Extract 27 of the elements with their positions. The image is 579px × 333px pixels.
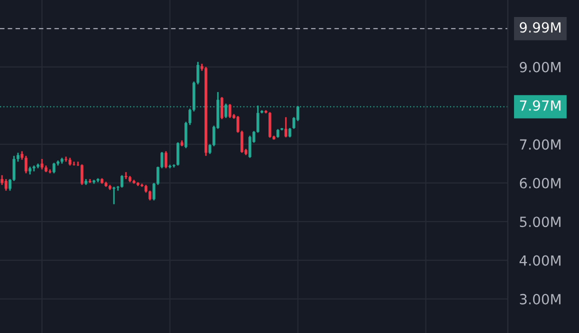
candlestick bbox=[228, 103, 232, 119]
candlestick bbox=[4, 178, 8, 192]
y-tick-label: 6.00M bbox=[520, 178, 560, 188]
candlestick bbox=[268, 111, 272, 138]
y-tick-label: 7.00M bbox=[520, 139, 560, 150]
candlestick bbox=[148, 190, 152, 202]
candlestick bbox=[12, 155, 16, 182]
candlestick bbox=[176, 142, 180, 166]
candlestick bbox=[220, 96, 224, 120]
candlestick bbox=[80, 164, 84, 186]
ref-line-label: 7.97M bbox=[520, 100, 560, 111]
ref-line-label: 9.99M bbox=[520, 22, 560, 33]
candlestick bbox=[248, 135, 252, 158]
y-tick-label: 3.00M bbox=[520, 294, 560, 304]
candlestick bbox=[112, 186, 116, 205]
candlestick bbox=[52, 162, 56, 174]
y-tick-label: 5.00M bbox=[520, 216, 560, 228]
candlestick bbox=[0, 174, 4, 186]
candlestick bbox=[284, 116, 288, 138]
candlestick bbox=[288, 127, 292, 138]
y-tick-label: 9.00M bbox=[520, 62, 560, 72]
candlestick bbox=[24, 155, 28, 174]
candlestick bbox=[8, 178, 12, 192]
candlestick bbox=[164, 150, 168, 169]
y-tick-label: 4.00M bbox=[520, 255, 560, 266]
candlestick bbox=[40, 158, 44, 170]
candlestick bbox=[120, 174, 124, 188]
